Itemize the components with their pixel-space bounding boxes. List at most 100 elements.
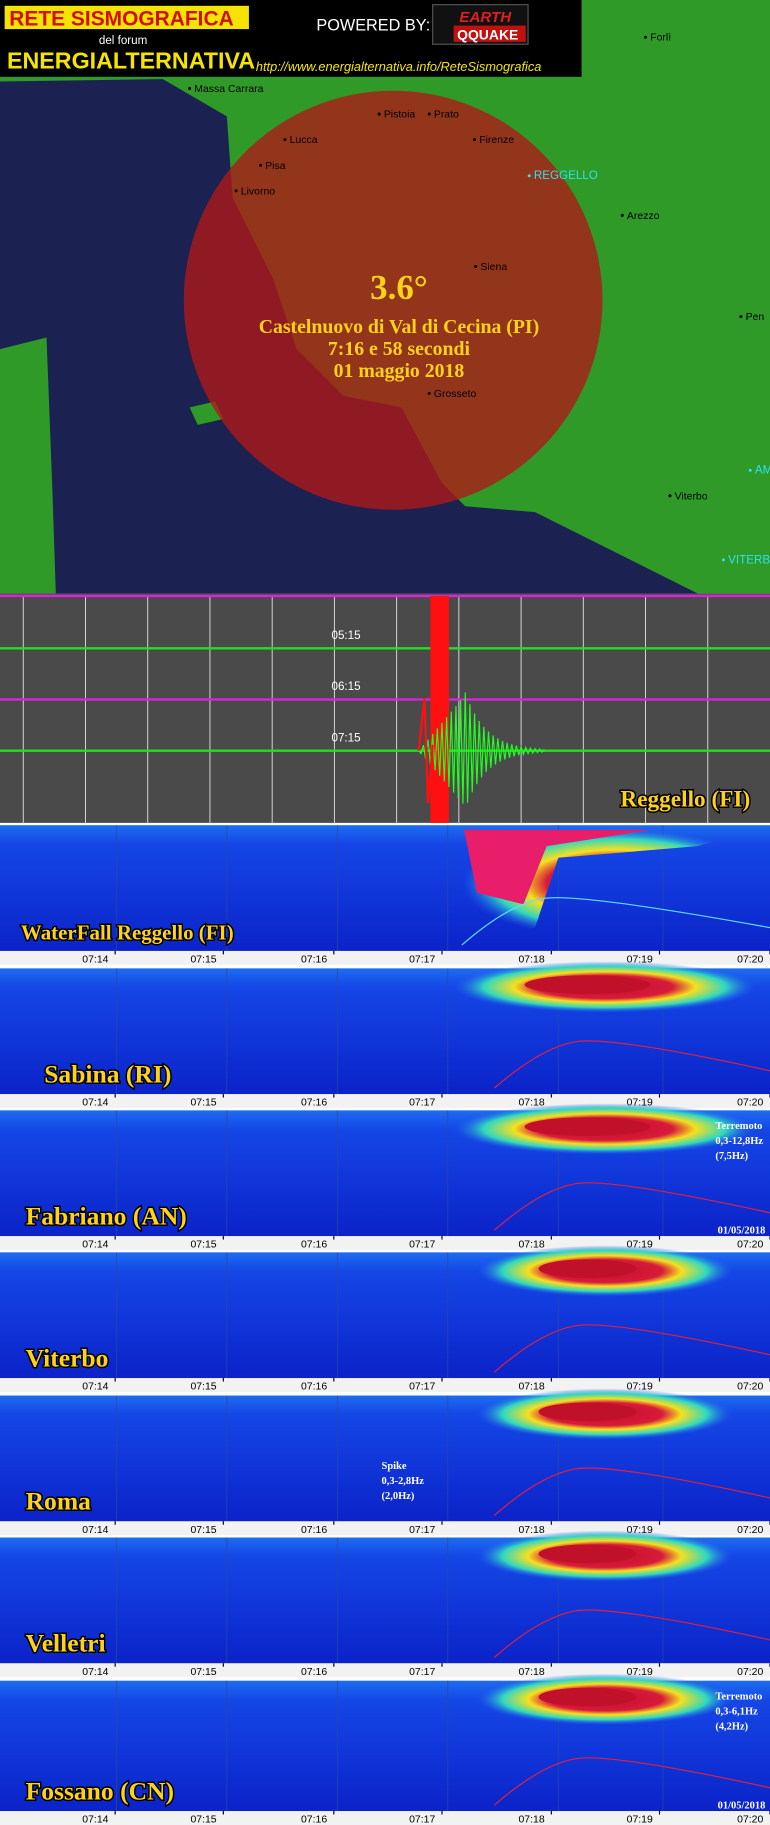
city-label: VITERBO [728,553,770,566]
event-date: 01 maggio 2018 [334,360,465,382]
city-dot [427,112,431,116]
title: ENERGIALTERNATIVA [7,48,255,74]
time-tick-label: 07:14 [82,1240,108,1251]
time-tick-label: 07:18 [518,1098,544,1109]
time-tick-label: 07:19 [627,1098,653,1109]
time-tick-label: 07:15 [190,1667,216,1678]
subtitle: del forum [99,34,147,47]
signal-core [538,1402,637,1422]
city-dot [283,138,287,142]
signal-core [524,975,651,994]
station-name: Velletri [26,1629,106,1658]
city-dot [427,391,431,395]
time-tick-label: 07:20 [737,1098,763,1109]
station-name: Fossano (CN) [26,1776,174,1805]
time-tick-label: 07:18 [518,1525,544,1536]
time-tick-label: 07:14 [82,1667,108,1678]
city-dot [668,494,672,498]
city-dot [377,112,381,116]
city-label: AM [755,464,770,477]
signal-core [538,1259,637,1278]
time-tick-label: 07:20 [737,1382,763,1393]
time-tick-label: 07:18 [518,1240,544,1251]
time-tick-label: 07:18 [518,1667,544,1678]
time-tick-label: 07:16 [301,1382,327,1393]
logo-band [453,25,526,42]
amplitude-curve [493,1324,770,1373]
time-tick-label: 07:15 [190,955,216,966]
time-tick-label: 07:15 [190,1525,216,1536]
trace-label: 06:15 [331,680,360,693]
note: 0,3-2,8Hz [382,1476,425,1487]
time-tick-label: 07:14 [82,1525,108,1536]
amplitude-curve [493,1040,770,1089]
station-name: Roma [26,1487,92,1516]
city-label: Viterbo [675,491,708,502]
city-dot [188,86,192,90]
signal-core [524,1117,651,1136]
city-label: Pistoia [384,110,416,121]
time-tick-label: 07:19 [627,955,653,966]
event-magnitude: 3.6° [370,268,428,307]
powered: POWERED BY: [316,16,430,34]
city-dot [234,189,238,193]
note: Terremoto [715,1691,762,1702]
time-tick-label: 07:16 [301,955,327,966]
city-label: Massa Carrara [194,84,263,95]
time-tick-label: 07:15 [190,1815,216,1825]
time-tick-label: 07:14 [82,1815,108,1825]
time-tick-label: 07:20 [737,1525,763,1536]
time-tick-label: 07:17 [409,1098,435,1109]
panel-date: 01/05/2018 [718,1226,766,1237]
time-axis [0,1378,770,1393]
trace-label: 05:15 [331,629,360,642]
time-tick-label: 07:14 [82,1382,108,1393]
time-tick-label: 07:17 [409,1815,435,1825]
time-tick-label: 07:14 [82,1098,108,1109]
url: http://www.energialternativa.info/ReteSi… [256,59,542,74]
note: (4,2Hz) [715,1722,748,1733]
logo: QQUAKE [457,27,518,43]
time-tick-label: 07:16 [301,1815,327,1825]
signal-core [538,1544,637,1564]
time-tick-label: 07:18 [518,1382,544,1393]
time-tick-label: 07:17 [409,955,435,966]
station-name: Viterbo [26,1343,109,1372]
time-tick-label: 07:18 [518,1815,544,1825]
time-tick-label: 07:20 [737,955,763,966]
note: (2,0Hz) [382,1491,415,1502]
time-tick-label: 07:19 [627,1525,653,1536]
time-tick-label: 07:16 [301,1240,327,1251]
city-label: Firenze [479,135,514,146]
time-axis [0,1811,770,1825]
city-label: Pen [746,312,765,323]
epicenter-circle [183,90,603,510]
amplitude-curve [493,1467,770,1516]
time-axis [0,1663,770,1678]
time-tick-label: 07:17 [409,1382,435,1393]
event-time: 7:16 e 58 secondi [328,338,471,360]
signal-core [538,1687,637,1707]
time-tick-label: 07:16 [301,1667,327,1678]
city-label: Livorno [241,186,276,197]
time-tick-label: 07:18 [518,955,544,966]
station-name: Reggello (FI) [620,787,750,813]
note: Spike [382,1461,407,1472]
city-dot [527,174,531,178]
time-tick-label: 07:15 [190,1098,216,1109]
city-label: Grosseto [434,389,477,400]
seismogram [0,593,770,823]
time-tick-label: 07:20 [737,1815,763,1825]
time-tick-label: 07:16 [301,1525,327,1536]
city-label: Arezzo [627,211,660,222]
city-dot [259,163,263,167]
station-name: Fabriano (AN) [26,1201,187,1230]
note: 0,3-12,8Hz [715,1136,763,1147]
city-dot [620,213,624,217]
amplitude-curve [461,897,770,946]
station-name: WaterFall Reggello (FI) [21,920,234,944]
note: 0,3-6,1Hz [715,1706,758,1717]
sea [0,79,698,594]
city-label: Prato [434,110,459,121]
